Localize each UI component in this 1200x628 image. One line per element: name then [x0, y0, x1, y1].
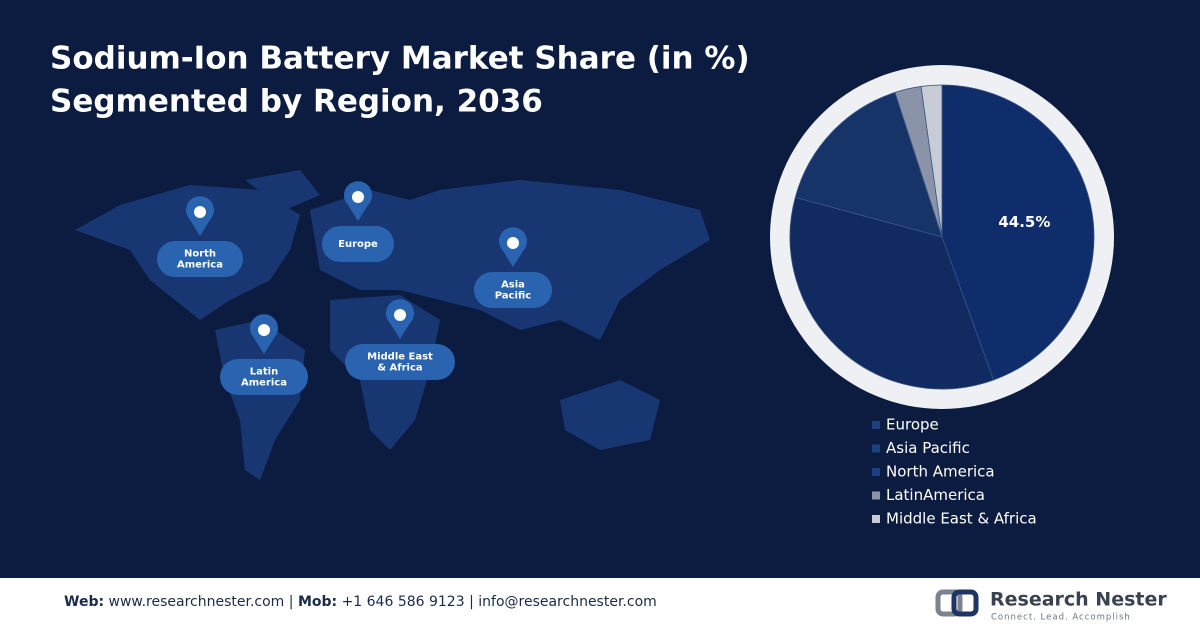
- logo: Research Nester Connect. Lead. Accomplis…: [935, 589, 1167, 623]
- legend-label: Europe: [886, 416, 939, 434]
- map-label: Middle East: [367, 352, 433, 363]
- map-label-box: [345, 344, 455, 380]
- map-label: North: [184, 249, 216, 260]
- logo-icon: [951, 589, 979, 617]
- pin-dot: [352, 191, 364, 203]
- pie-slice: [789, 196, 994, 390]
- footer: Web: www.researchnester.com | Mob: +1 64…: [0, 578, 1200, 628]
- map-label-box: [322, 226, 394, 262]
- legend-swatch: [872, 515, 880, 523]
- legend-swatch: [872, 468, 880, 476]
- chart-subtitle: Segmented by Region, 2036: [50, 84, 543, 120]
- map-label: & Africa: [377, 363, 422, 374]
- map-label: America: [241, 378, 287, 389]
- legend-label: Asia Pacific: [886, 439, 970, 457]
- chart: Sodium-Ion Battery Market Share (in %) S…: [50, 40, 1114, 528]
- pin-dot: [258, 324, 270, 336]
- separator: |: [469, 594, 474, 610]
- legend-swatch: [872, 421, 880, 429]
- map-label: Pacific: [495, 291, 532, 302]
- separator: |: [288, 594, 294, 610]
- pin-dot: [394, 309, 406, 321]
- pin-dot: [194, 206, 206, 218]
- logo-tagline: Connect. Lead. Accomplish: [991, 613, 1131, 623]
- pie-slice: [794, 91, 943, 238]
- map-label: America: [177, 260, 223, 271]
- pin-dot: [507, 237, 519, 249]
- mob-label: Mob:: [297, 594, 338, 610]
- map-label: Europe: [338, 239, 378, 250]
- chart-title: Sodium-Ion Battery Market Share (in %): [50, 41, 750, 77]
- map-pins: NorthAmericaEuropeAsiaPacificLatinAmeric…: [157, 181, 552, 395]
- map-label-box: [220, 359, 308, 395]
- legend-label: LatinAmerica: [886, 486, 985, 504]
- data-label: 44.5%: [998, 213, 1050, 231]
- logo-name: Research Nester: [990, 589, 1167, 611]
- legend-swatch: [872, 444, 880, 453]
- map-label-box: [474, 272, 552, 308]
- legend-label: Middle East & Africa: [886, 510, 1037, 528]
- legend: Europe Asia Pacific North America LatinAmer…: [872, 416, 1037, 528]
- contact: Web: www.researchnester.com | Mob: +1 64…: [64, 594, 657, 610]
- pie-slice: [941, 84, 1095, 381]
- map-label: Latin: [250, 367, 278, 378]
- pie: 44.5%: [789, 84, 1095, 390]
- map-label-box: [157, 241, 243, 277]
- legend-label: North America: [886, 463, 995, 481]
- legend-swatch: [872, 491, 880, 500]
- email: info@researchnester.com: [478, 594, 657, 610]
- logo-icon: [935, 589, 963, 617]
- pie-slice: [920, 84, 943, 238]
- map-label: Asia: [501, 280, 525, 291]
- mob: +1 646 586 9123: [341, 594, 465, 610]
- web-label: Web:: [64, 594, 105, 610]
- web: www.researchnester.com: [108, 594, 285, 610]
